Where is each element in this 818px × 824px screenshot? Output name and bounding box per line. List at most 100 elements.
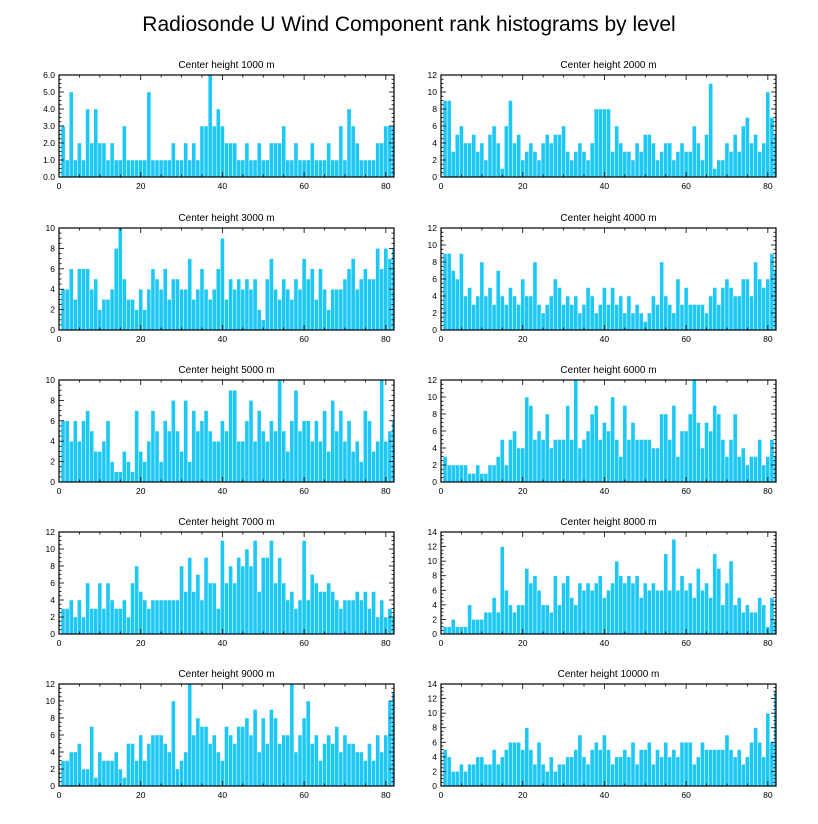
bar <box>64 159 70 178</box>
bar <box>122 125 127 178</box>
bar <box>216 608 221 635</box>
bar <box>573 604 579 635</box>
bar <box>683 590 689 635</box>
bar <box>700 159 705 178</box>
bar <box>310 142 315 178</box>
bar <box>540 312 546 331</box>
bar <box>228 142 233 178</box>
bar <box>334 726 340 787</box>
bar <box>651 295 656 331</box>
bar <box>675 756 681 787</box>
bar <box>236 159 242 178</box>
bar <box>679 575 685 635</box>
bar <box>211 440 217 483</box>
bar <box>589 413 595 483</box>
bar <box>289 299 295 331</box>
bar <box>281 125 286 178</box>
bar <box>745 117 750 178</box>
bar <box>520 749 525 787</box>
bar <box>708 295 713 331</box>
bar <box>138 591 143 635</box>
bar <box>371 760 376 787</box>
bar <box>68 599 74 635</box>
bar <box>450 771 456 787</box>
bar <box>687 413 693 483</box>
bar <box>203 557 209 635</box>
bar <box>736 295 742 331</box>
bar <box>244 142 250 178</box>
bar <box>602 422 607 483</box>
bar <box>671 405 677 483</box>
bar <box>741 447 746 483</box>
bar <box>183 288 188 331</box>
bar <box>265 743 270 787</box>
bar <box>696 142 701 178</box>
bar <box>561 582 566 635</box>
bar <box>89 142 94 178</box>
bar <box>728 287 734 331</box>
bar <box>162 159 168 178</box>
x-tick-label: 80 <box>763 486 773 496</box>
y-tick-label: 3.0 <box>43 121 55 131</box>
x-tick-label: 0 <box>439 486 444 496</box>
x-tick-label: 60 <box>299 181 309 191</box>
bar <box>85 768 90 787</box>
bar <box>301 420 307 483</box>
bar <box>146 743 152 787</box>
bar <box>130 159 135 178</box>
bar <box>512 742 517 787</box>
bar <box>314 582 319 635</box>
y-tick-label: 0.0 <box>43 172 55 182</box>
bar <box>101 608 107 635</box>
bar <box>500 546 505 635</box>
bar <box>467 142 472 178</box>
bar <box>375 142 380 178</box>
bar <box>199 268 205 331</box>
bar <box>224 582 229 635</box>
bar <box>716 304 722 331</box>
x-tick-label: 40 <box>600 486 610 496</box>
bar <box>614 304 619 331</box>
bar <box>113 248 119 331</box>
bar <box>64 420 70 483</box>
bar <box>679 304 685 331</box>
bar <box>346 268 352 331</box>
bar <box>330 743 335 787</box>
bar <box>130 582 135 635</box>
bar <box>491 464 497 483</box>
bar <box>675 456 681 483</box>
bar <box>318 760 323 787</box>
x-tick-label: 20 <box>518 790 528 800</box>
bar <box>183 400 188 483</box>
bar <box>228 565 233 635</box>
bar <box>77 268 82 331</box>
bar <box>113 751 119 787</box>
bar <box>60 608 66 635</box>
bar <box>724 734 730 787</box>
x-tick-label: 0 <box>57 181 62 191</box>
bar <box>606 108 611 178</box>
bar <box>342 278 348 331</box>
bar <box>475 756 481 787</box>
bar <box>101 440 107 483</box>
bar <box>610 151 615 178</box>
bar <box>240 726 246 787</box>
y-tick-label: 12 <box>46 679 56 689</box>
panel-title: Center height 1000 m <box>178 60 274 71</box>
bar <box>692 304 697 331</box>
x-tick-label: 80 <box>763 334 773 344</box>
bar <box>134 760 139 787</box>
bar <box>716 159 722 178</box>
bar <box>154 599 160 635</box>
bar <box>93 451 99 483</box>
bar <box>379 751 385 787</box>
bar <box>305 599 311 635</box>
bar <box>342 734 348 787</box>
bar <box>593 405 599 483</box>
bar <box>455 134 460 178</box>
bar <box>342 440 348 483</box>
bar <box>655 590 660 635</box>
bar <box>475 619 481 635</box>
bar <box>471 304 476 331</box>
bar <box>130 743 135 787</box>
